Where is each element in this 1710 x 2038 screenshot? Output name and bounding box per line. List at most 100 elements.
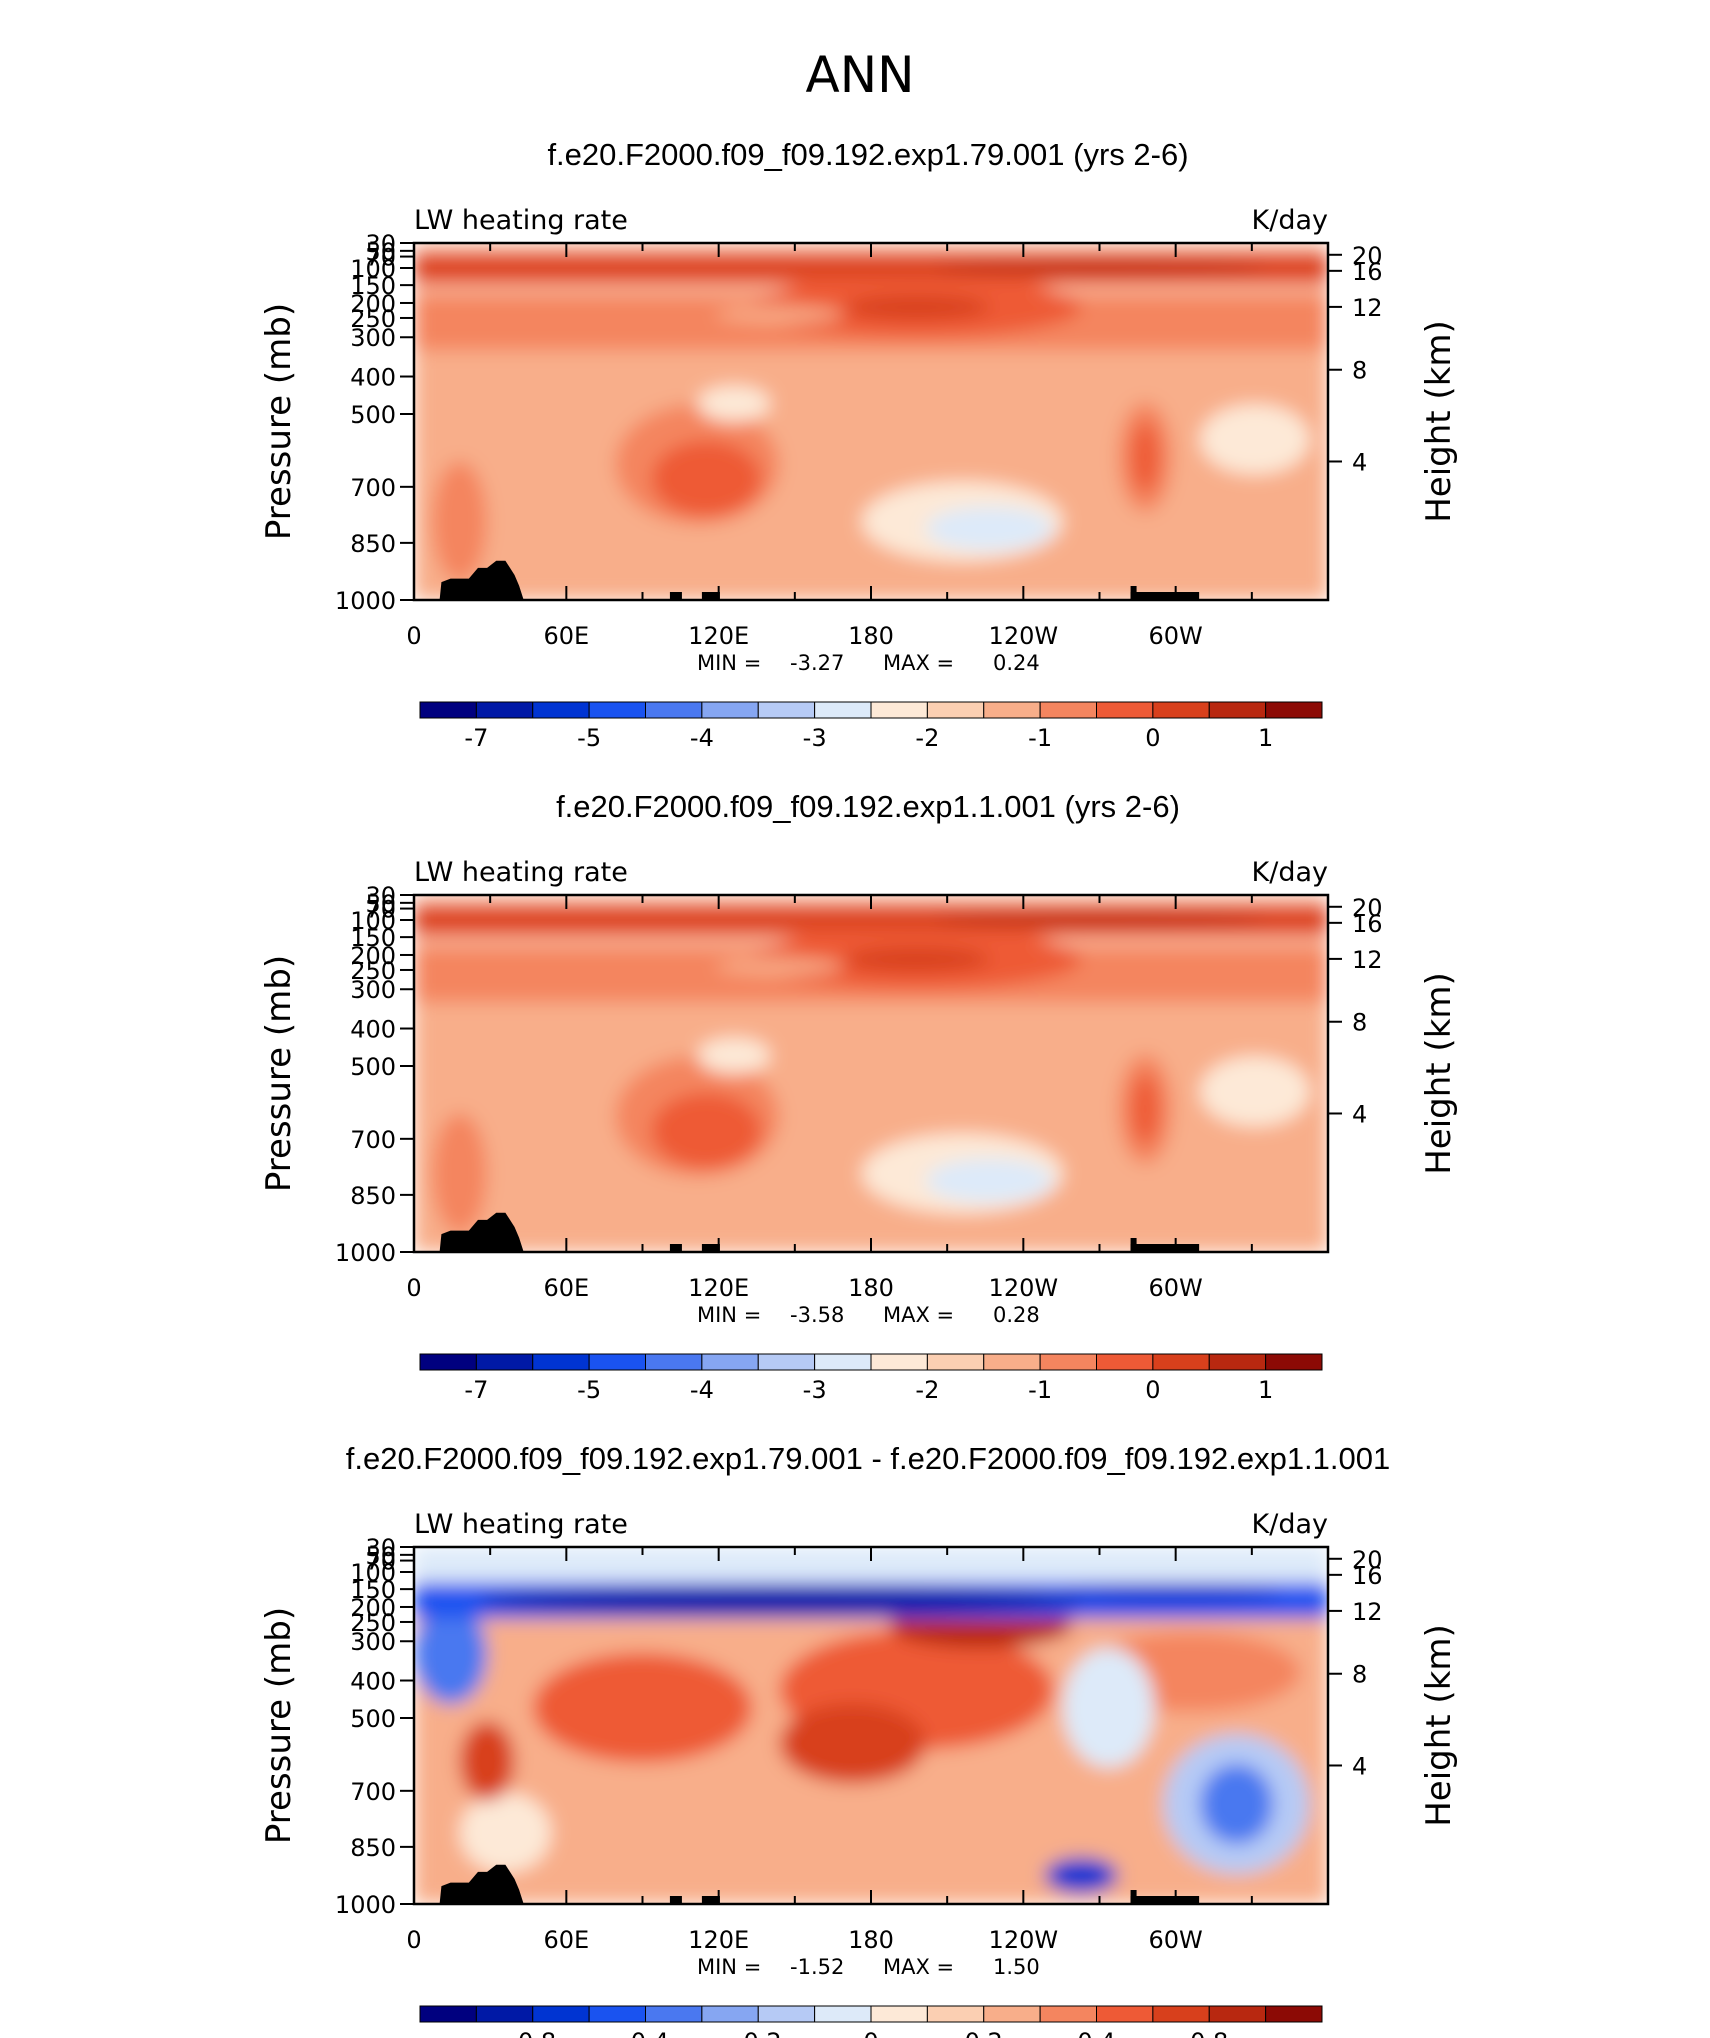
- contour-field: [414, 895, 1328, 1252]
- colorbar-box: [1152, 701, 1210, 719]
- contour-region: [459, 1721, 515, 1802]
- x-tick-label: 180: [848, 1926, 894, 1954]
- contour-region: [1200, 1056, 1310, 1127]
- y-tick-label: 400: [350, 364, 396, 392]
- colorbar-box: [1096, 1353, 1154, 1371]
- colorbar-label: -2: [915, 724, 939, 752]
- contour-region: [697, 1037, 771, 1074]
- y-tick-label: 700: [350, 1126, 396, 1154]
- units-label: K/day: [1252, 1509, 1328, 1540]
- min-label: MIN =: [697, 651, 761, 675]
- colorbar: -7 -5 -4 -3 -2 -1 0 1: [419, 701, 1323, 752]
- height-tick-label: 16: [1352, 910, 1383, 938]
- colorbar-label: -5: [577, 1376, 601, 1404]
- topography: [669, 1896, 682, 1904]
- y-tick-label: 300: [350, 1628, 396, 1656]
- y-tick-label: 50: [365, 238, 396, 266]
- contour-field: [414, 243, 1328, 600]
- colorbar-box: [645, 1353, 703, 1371]
- y-tick-label: 250: [350, 305, 396, 333]
- units-label: K/day: [1252, 857, 1328, 888]
- height-tick-label: 12: [1352, 294, 1383, 322]
- colorbar-box: [1208, 701, 1267, 719]
- colorbar-box: [532, 701, 590, 719]
- y-axis-label: Pressure (mb): [259, 1607, 299, 1844]
- colorbar-box: [870, 1353, 928, 1371]
- topography: [1130, 586, 1137, 600]
- variable-label: LW heating rate: [414, 205, 628, 236]
- x-tick-label: 0: [406, 622, 421, 650]
- min-label: MIN =: [697, 1955, 761, 1979]
- contour-region: [715, 306, 844, 323]
- contour-region: [432, 1113, 488, 1234]
- colorbar-box: [870, 701, 928, 719]
- topography: [1130, 1896, 1200, 1904]
- colorbar-box: [814, 2005, 872, 2023]
- contour-region: [414, 994, 1328, 1252]
- height-tick-label: 8: [1352, 357, 1367, 385]
- colorbar-label: -0.4: [622, 2028, 669, 2038]
- height-tick-label: 16: [1352, 1562, 1383, 1590]
- colorbar: -7 -5 -4 -3 -2 -1 0 1: [419, 1353, 1323, 1404]
- y-tick-label: 1000: [335, 587, 396, 615]
- y-tick-label: 30: [365, 882, 396, 910]
- variable-label: LW heating rate: [414, 857, 628, 888]
- x-tick-label: 60W: [1149, 1926, 1203, 1954]
- colorbar-box: [1265, 1353, 1323, 1371]
- contour-region: [779, 1703, 926, 1784]
- max-value: 1.50: [993, 1955, 1040, 1979]
- y-tick-label: 200: [350, 1594, 396, 1622]
- colorbar-box: [1265, 701, 1323, 719]
- topography: [1130, 592, 1200, 600]
- colorbar-box: [1265, 2005, 1323, 2023]
- colorbar-label: 0: [1145, 724, 1160, 752]
- colorbar-label: -4: [690, 724, 714, 752]
- colorbar-box: [419, 2005, 477, 2023]
- colorbar-label: 0.4: [1077, 2028, 1115, 2038]
- max-label: MAX =: [883, 1303, 954, 1327]
- colorbar-box: [532, 1353, 590, 1371]
- x-tick-label: 120W: [989, 622, 1059, 650]
- height-tick-label: 8: [1352, 1009, 1367, 1037]
- x-tick-label: 60E: [543, 1274, 589, 1302]
- contour-region: [697, 385, 771, 422]
- colorbar-label: -7: [464, 1376, 488, 1404]
- y-tick-label: 700: [350, 474, 396, 502]
- colorbar-box: [701, 2005, 759, 2023]
- panel-title: f.e20.F2000.f09_f09.192.exp1.1.001 (yrs …: [556, 789, 1180, 824]
- colorbar-box: [983, 701, 1041, 719]
- y-tick-label: 50: [365, 1542, 396, 1570]
- colorbar-box: [1208, 1353, 1267, 1371]
- contour-region: [1062, 1583, 1283, 1604]
- colorbar-box: [588, 1353, 646, 1371]
- y-tick-label: 1000: [335, 1239, 396, 1267]
- contour-region: [1200, 404, 1310, 475]
- y-tick-label: 30: [365, 230, 396, 258]
- x-tick-label: 60E: [543, 622, 589, 650]
- contour-region: [1200, 1764, 1274, 1845]
- y-tick-label: 150: [350, 924, 396, 952]
- right-axis-label: Height (km): [1419, 320, 1459, 523]
- contour-region: [1131, 1074, 1159, 1145]
- min-label: MIN =: [697, 1303, 761, 1327]
- colorbar-label: -0.8: [509, 2028, 556, 2038]
- topography: [439, 1212, 524, 1252]
- y-tick-label: 30: [365, 1534, 396, 1562]
- y-tick-label: 150: [350, 1576, 396, 1604]
- x-tick-label: 120W: [989, 1274, 1059, 1302]
- colorbar-box: [1152, 1353, 1210, 1371]
- y-tick-label: 300: [350, 324, 396, 352]
- colorbar-label: -0.2: [735, 2028, 782, 2038]
- colorbar-box: [588, 701, 646, 719]
- topography: [439, 560, 524, 600]
- colorbar-box: [983, 1353, 1041, 1371]
- colorbar-box: [1096, 2005, 1154, 2023]
- y-tick-label: 50: [365, 890, 396, 918]
- contour-region: [414, 1604, 488, 1705]
- variable-label: LW heating rate: [414, 1509, 628, 1540]
- y-tick-label: 200: [350, 942, 396, 970]
- y-tick-label: 300: [350, 976, 396, 1004]
- colorbar-box: [419, 701, 477, 719]
- colorbar-label: -1: [1028, 1376, 1052, 1404]
